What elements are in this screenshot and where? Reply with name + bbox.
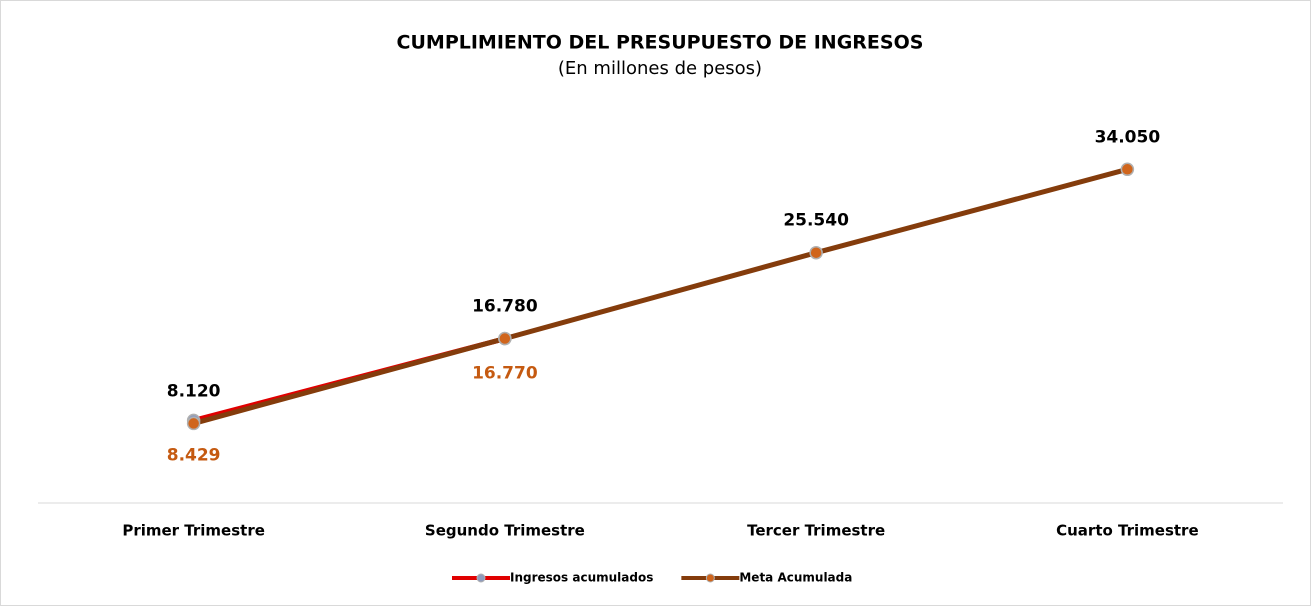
legend-label: Ingresos acumulados: [510, 571, 653, 585]
legend-marker: [476, 573, 486, 583]
x-tick-label: Tercer Trimestre: [747, 522, 885, 540]
legend-marker: [705, 573, 715, 583]
point-marker: [186, 416, 201, 431]
chart-title: CUMPLIMIENTO DEL PRESUPUESTO DE INGRESOS: [397, 32, 924, 54]
data-label: 34.050: [1095, 127, 1161, 147]
legend-label: Meta Acumulada: [739, 571, 852, 585]
data-label: 16.770: [472, 364, 538, 384]
x-tick-label: Cuarto Trimestre: [1056, 522, 1199, 540]
series-line: [191, 166, 1130, 426]
data-label: 8.120: [167, 381, 221, 401]
data-label: 25.540: [783, 211, 849, 231]
chart-subtitle: (En millones de pesos): [558, 58, 762, 79]
data-label: 8.429: [167, 445, 221, 465]
x-tick-label: Primer Trimestre: [122, 522, 265, 540]
point-marker: [809, 245, 823, 260]
point-marker: [498, 331, 512, 346]
x-tick-label: Segundo Trimestre: [425, 522, 585, 540]
point-marker: [1120, 162, 1135, 177]
data-label: 16.780: [472, 297, 538, 317]
